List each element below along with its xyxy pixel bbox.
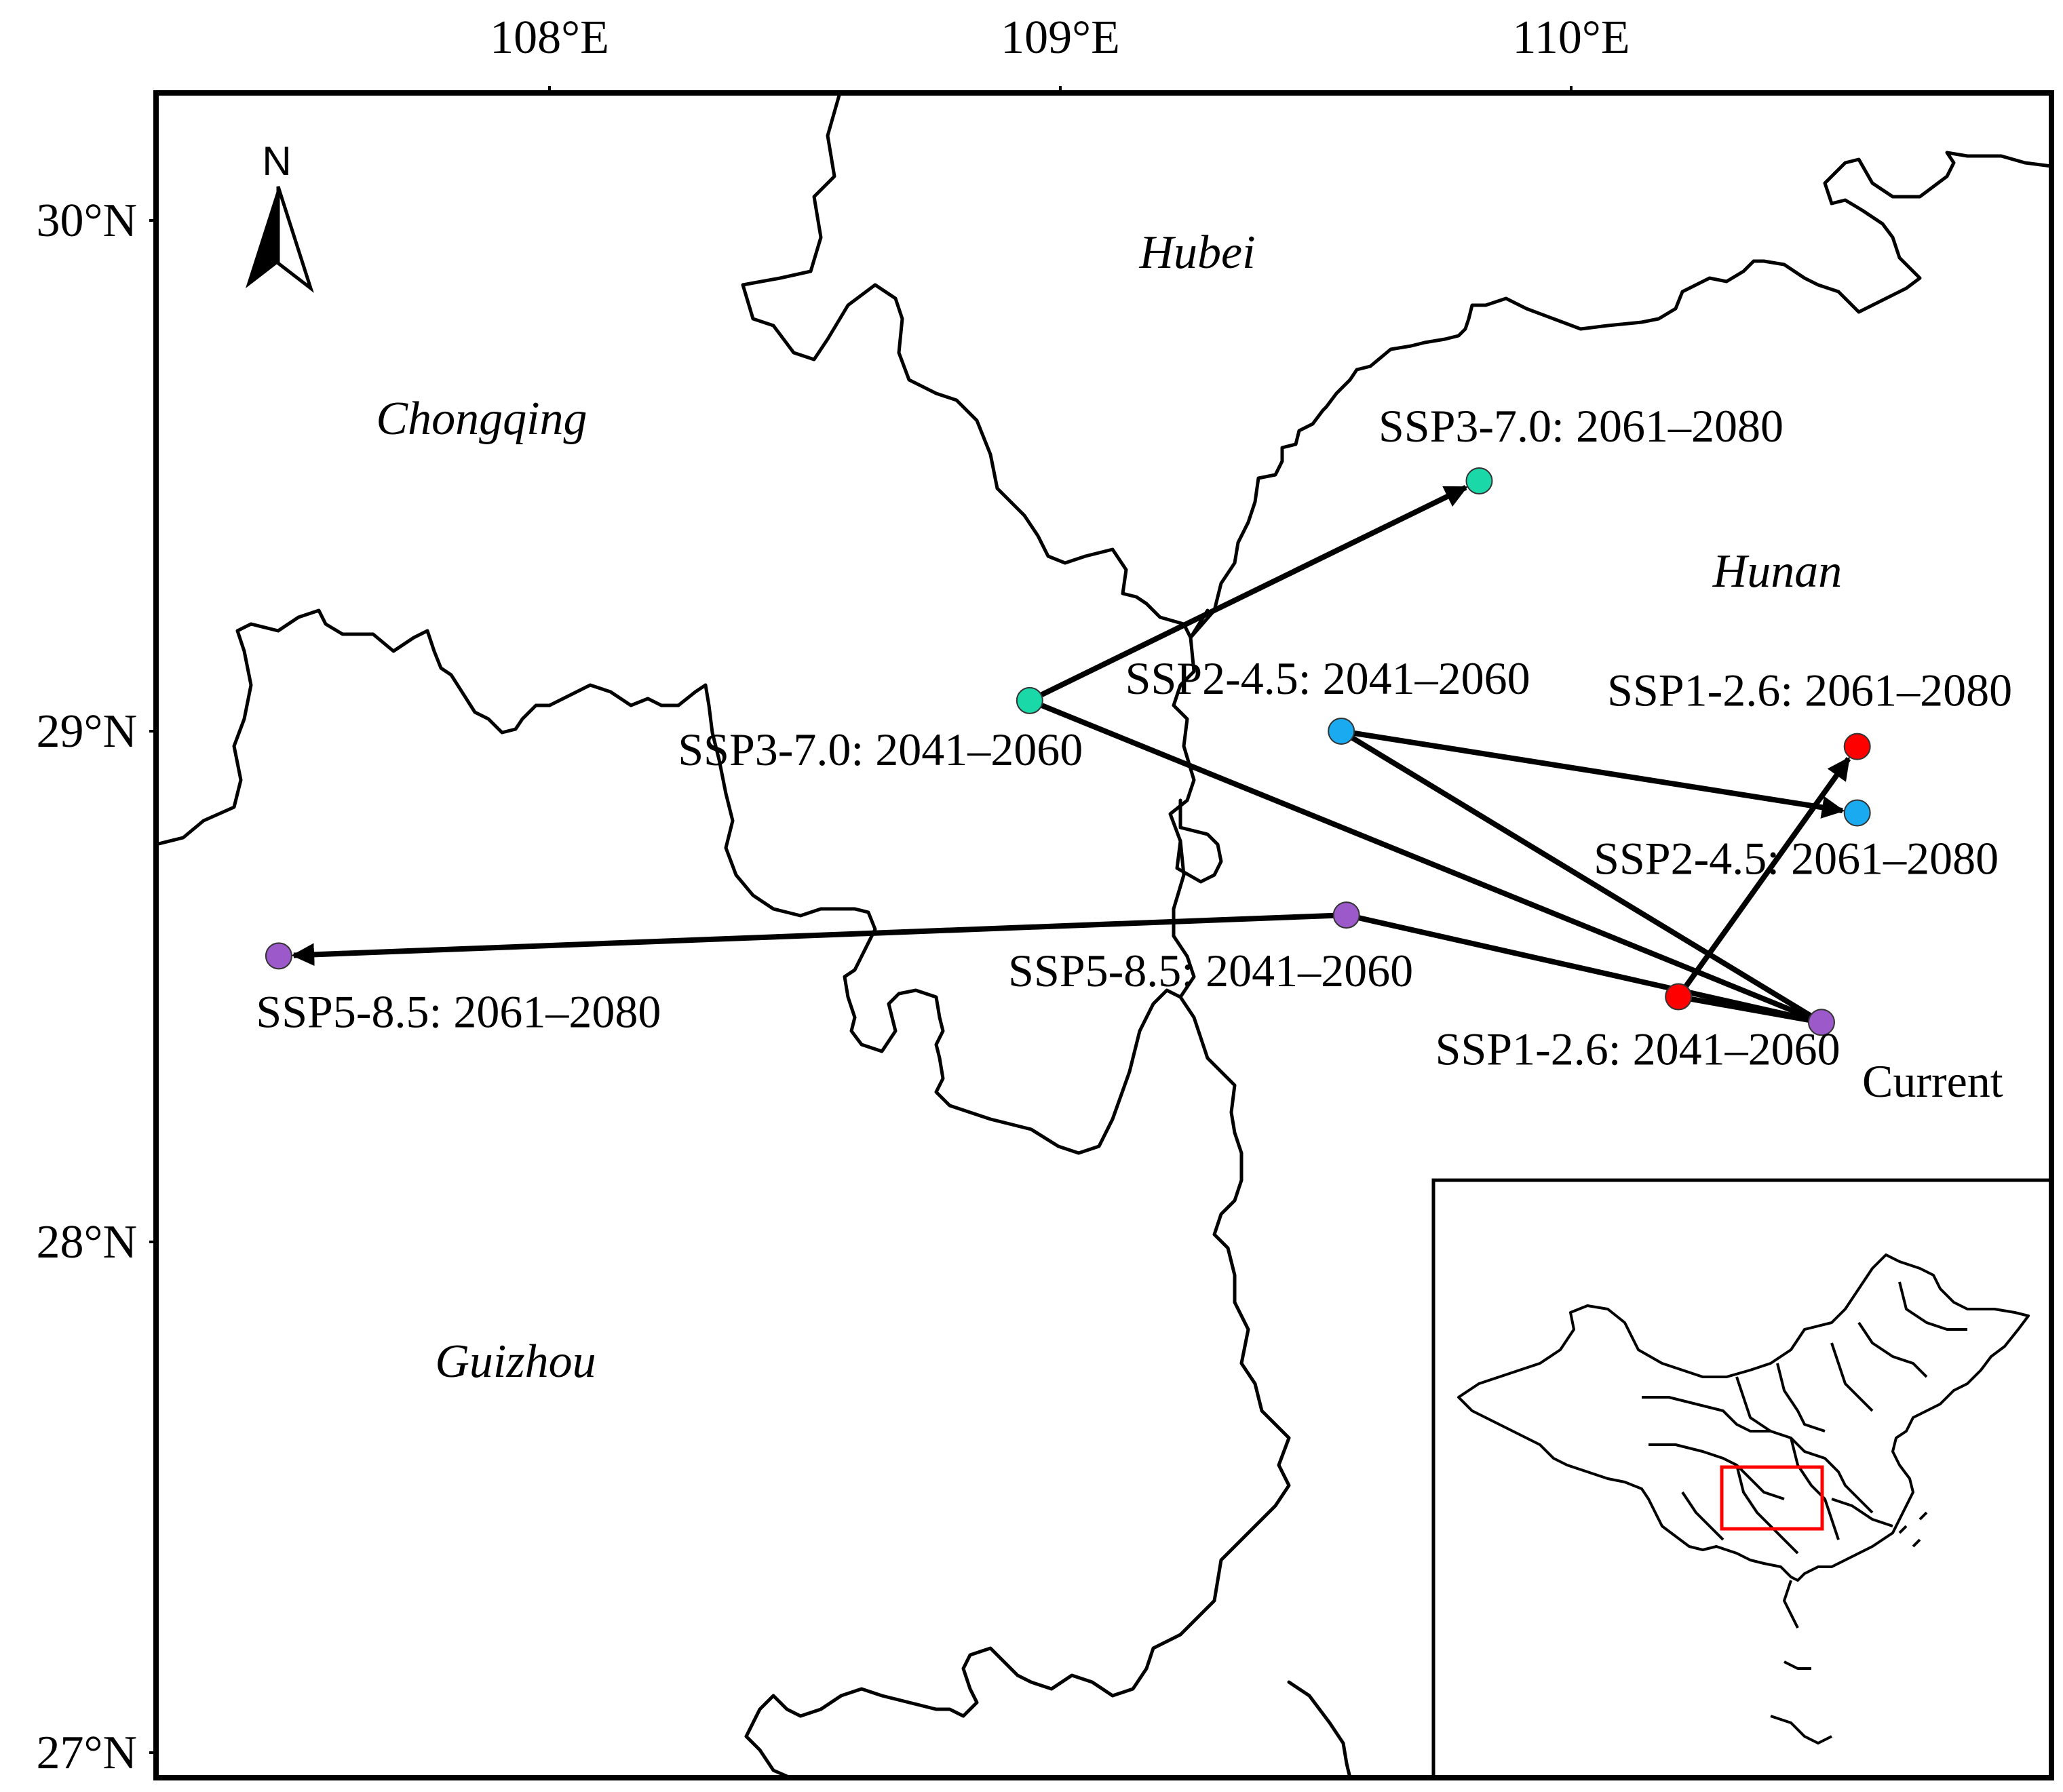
shift-arrow-ssp585_2041-to-ssp585_2061 [291, 912, 1347, 967]
province-label-guizhou: Guizhou [435, 1336, 596, 1388]
north-arrow-icon [246, 186, 314, 293]
inset-frame [1431, 1178, 2054, 1780]
province-label-hubei: Hubei [1138, 227, 1255, 279]
study-area-box [1720, 1465, 1824, 1531]
province-label-chongqing: Chongqing [376, 393, 587, 445]
province-boundaries [156, 93, 2051, 1778]
province-label-hunan: Hunan [1712, 545, 1843, 598]
lat-tick-label: 28°N [36, 1216, 137, 1268]
lon-tick-label: 110°E [1512, 12, 1630, 64]
map-frame [153, 90, 2054, 1780]
north-arrow: N [246, 138, 314, 293]
shift-arrow-ssp126_2041-to-ssp126_2061 [1676, 756, 1851, 998]
boundary-hunan-guizhou-south [1287, 1680, 1352, 1778]
centroid-label-ssp370_2061: SSP3-7.0: 2061–2080 [1378, 400, 1784, 452]
shift-arrow-ssp245_2041-to-ssp245_2061 [1341, 728, 1845, 819]
centroid-point-ssp370_2041 [1016, 686, 1043, 714]
boundary-chongqing-hunan [1168, 636, 1223, 884]
centroid-label-ssp245_2061: SSP2-4.5: 2061–2080 [1594, 832, 1999, 884]
centroid-label-current: Current [1862, 1055, 2003, 1107]
boundary-hunan-guizhou [744, 839, 1291, 1778]
centroid-point-ssp585_2041 [1332, 901, 1360, 929]
boundary-hubei-chongqing [741, 93, 1193, 640]
inset-locator-map [1431, 1178, 2054, 1780]
centroid-label-ssp370_2041: SSP3-7.0: 2041–2060 [678, 724, 1083, 775]
centroid-label-ssp585_2061: SSP5-8.5: 2061–2080 [256, 986, 661, 1037]
centroid-point-ssp126_2041 [1665, 983, 1693, 1011]
axis-ticks [149, 86, 1573, 1754]
centroid-point-ssp245_2061 [1843, 799, 1871, 827]
north-arrow-label: N [262, 138, 291, 184]
lat-tick-label: 29°N [36, 705, 137, 758]
shift-arrow-current-to-ssp585_2041 [1345, 912, 1822, 1026]
centroid-label-ssp585_2041: SSP5-8.5: 2041–2060 [1008, 945, 1413, 996]
centroid-label-ssp245_2041: SSP2-4.5: 2041–2060 [1125, 652, 1530, 704]
centroid-point-ssp126_2061 [1843, 733, 1871, 760]
lon-tick-label: 109°E [1001, 12, 1120, 64]
shift-arrow-current-to-ssp245_2041 [1340, 728, 1824, 1025]
shift-arrow-current-to-ssp370_2041 [1028, 698, 1823, 1025]
centroid-point-ssp585_2061 [265, 942, 292, 970]
centroid-point-ssp245_2041 [1328, 718, 1355, 745]
lon-tick-label: 108°E [490, 12, 609, 64]
centroid-point-ssp370_2061 [1465, 467, 1493, 495]
lat-tick-label: 27°N [36, 1727, 137, 1779]
centroid-shift-arrows [291, 485, 1851, 1026]
centroid-point-current [1807, 1009, 1835, 1036]
lat-tick-label: 30°N [36, 195, 137, 247]
inset-china-outline [1457, 1253, 2030, 1745]
boundary-hubei-hunan [1189, 151, 2051, 640]
centroid-label-ssp126_2041: SSP1-2.6: 2041–2060 [1435, 1024, 1840, 1075]
centroid-points [265, 467, 1871, 1036]
shift-arrow-ssp370_2041-to-ssp370_2061 [1028, 485, 1468, 703]
centroid-labels: Current SSP1-2.6: 2041–2060 SSP1-2.6: 2061… [256, 400, 2012, 1107]
centroid-label-ssp126_2061: SSP1-2.6: 2061–2080 [1607, 665, 2012, 716]
boundary-chongqing-guizhou [156, 608, 1182, 1155]
